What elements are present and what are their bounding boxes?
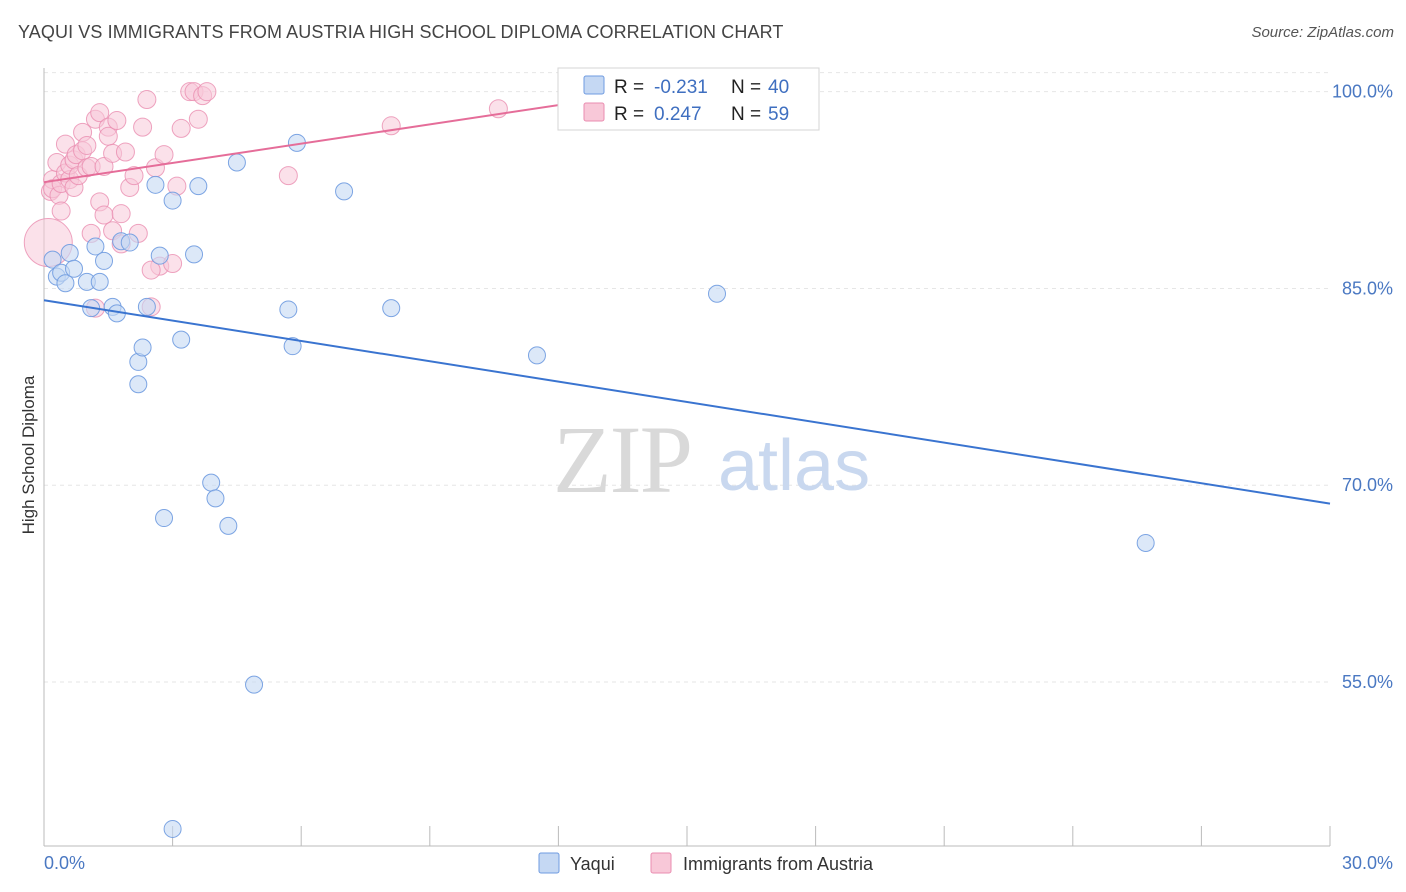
y-tick-label-3: 100.0% [1332, 82, 1393, 102]
yaqui-point [137, 297, 156, 316]
austria-point [51, 201, 71, 221]
watermark-zip: ZIP [553, 406, 691, 513]
legend-box: R = -0.231 N = 40 R = 0.247 N = 59 [557, 67, 820, 131]
yaqui-point [56, 274, 75, 293]
bottom-legend-austria: Immigrants from Austria [683, 854, 874, 874]
yaqui-point [150, 246, 169, 265]
austria-point [154, 145, 174, 165]
legend-n-label-2: N = [731, 104, 761, 125]
yaqui-point [219, 516, 238, 535]
yaqui-point [155, 509, 174, 528]
austria-point [94, 156, 114, 176]
yaqui-point [120, 233, 139, 252]
yaqui-point [129, 375, 148, 394]
watermark: ZIP atlas [553, 406, 870, 513]
yaqui-point [163, 819, 182, 838]
austria-point [137, 90, 157, 110]
yaqui-point [43, 250, 62, 269]
bottom-legend-swatch-austria [650, 852, 672, 874]
yaqui-point [279, 300, 298, 319]
austria-point [98, 126, 118, 146]
y-tick-label-0: 55.0% [1342, 672, 1393, 692]
yaqui-point [202, 473, 221, 492]
bottom-legend-swatch-yaqui [538, 852, 560, 874]
legend-r-value-yaqui: -0.231 [654, 77, 708, 98]
yaqui-point [172, 330, 191, 349]
legend-n-value-yaqui: 40 [768, 77, 789, 98]
yaqui-point [245, 675, 264, 694]
y-tick-label-2: 85.0% [1342, 278, 1393, 298]
yaqui-point [95, 251, 114, 270]
austria-point [188, 109, 208, 129]
yaqui-point [708, 284, 727, 303]
austria-point [77, 135, 97, 155]
austria-point [171, 118, 191, 138]
watermark-atlas: atlas [718, 426, 870, 506]
yaqui-point [185, 245, 204, 264]
x-tick-label-1: 30.0% [1342, 853, 1393, 873]
bottom-legend-yaqui: Yaqui [570, 854, 615, 874]
legend-n-value-austria: 59 [768, 104, 789, 125]
yaqui-point [283, 337, 302, 356]
series-yaqui-points [43, 133, 1155, 838]
austria-point [90, 103, 110, 123]
austria-point [107, 111, 127, 131]
legend-swatch-austria [583, 102, 605, 122]
yaqui-point [227, 153, 246, 172]
austria-point [133, 117, 153, 137]
bottom-legend: Yaqui Immigrants from Austria [538, 852, 874, 874]
yaqui-point [60, 244, 79, 263]
yaqui-point [133, 338, 152, 357]
yaqui-point [163, 191, 182, 210]
legend-r-label-1: R = [614, 77, 644, 98]
austria-point [115, 142, 135, 162]
tick-labels: 55.0% 70.0% 85.0% 100.0% 0.0% 30.0% [44, 82, 1393, 873]
yaqui-point [86, 237, 105, 256]
yaqui-point [90, 272, 109, 291]
legend-n-label-1: N = [731, 77, 761, 98]
yaqui-point [65, 259, 84, 278]
yaqui-point [527, 346, 546, 365]
yaqui-point [335, 182, 354, 201]
x-tick-label-0: 0.0% [44, 853, 85, 873]
legend-swatch-yaqui [583, 75, 605, 95]
chart-title: YAQUI VS IMMIGRANTS FROM AUSTRIA HIGH SC… [18, 22, 784, 42]
yaqui-point [206, 489, 225, 508]
austria-point [197, 82, 217, 102]
austria-point [278, 166, 298, 186]
yaqui-point [189, 177, 208, 196]
y-axis-label: High School Diploma [19, 375, 38, 534]
austria-point [94, 205, 114, 225]
legend-r-label-2: R = [614, 104, 644, 125]
yaqui-point [1136, 533, 1155, 552]
yaqui-trend-line [43, 299, 1331, 505]
austria-point [141, 260, 161, 280]
yaqui-point [146, 175, 165, 194]
yaqui-point [382, 299, 401, 318]
austria-point [111, 204, 131, 224]
legend-r-value-austria: 0.247 [654, 104, 702, 125]
austria-point [124, 166, 144, 186]
source-credit: Source: ZipAtlas.com [1251, 24, 1394, 41]
y-tick-label-1: 70.0% [1342, 475, 1393, 495]
